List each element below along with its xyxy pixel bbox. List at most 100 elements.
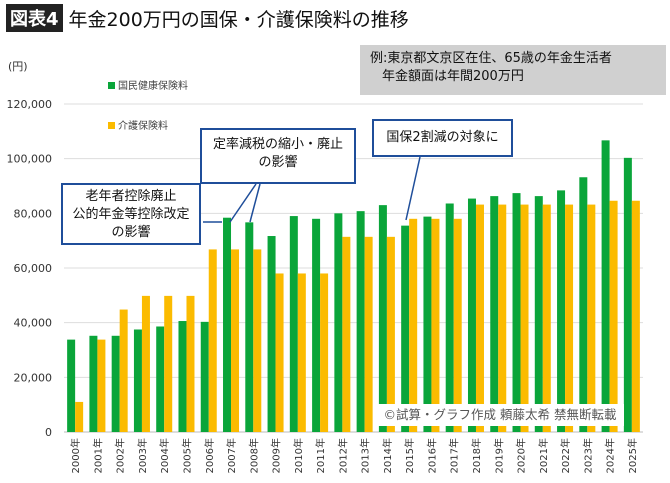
bar-kokuho [133, 329, 142, 432]
bar-kaigo [498, 204, 507, 432]
bar-kokuho [245, 222, 254, 432]
callout-text: の影響 [111, 225, 151, 240]
y-tick-label: 0 [45, 426, 52, 439]
bar-kaigo [542, 204, 551, 432]
title-text: 年金200万円の国保・介護保険料の推移 [68, 8, 409, 31]
leader-line [249, 183, 261, 223]
bar-kokuho [312, 218, 321, 432]
bar-kaigo [253, 249, 262, 432]
x-tick-label: 2005年 [180, 438, 193, 473]
legend-label: 国民健康保険料 [118, 79, 188, 92]
bar-kokuho [534, 196, 543, 432]
figure-title: 図表4 年金200万円の国保・介護保険料の推移 [6, 4, 409, 32]
bar-kaigo [342, 236, 351, 432]
x-tick-label: 2022年 [559, 438, 572, 473]
callout-text: 公的年金等控除改定 [72, 207, 190, 222]
bar-kokuho [623, 157, 632, 432]
bar-kokuho [178, 321, 187, 432]
y-tick-label: 80,000 [14, 207, 53, 220]
x-tick-label: 2004年 [158, 438, 171, 473]
bar-kaigo [386, 236, 395, 432]
legend-swatch [108, 82, 115, 89]
x-tick-label: 2024年 [604, 438, 617, 473]
bar-kokuho [67, 339, 76, 432]
bar-kaigo [164, 295, 173, 432]
bar-kokuho [423, 216, 432, 432]
x-tick-label: 2014年 [381, 438, 394, 473]
callout-text: 老年者控除廃止 [85, 189, 177, 204]
callout-text: 定率減税の縮小・廃止 [212, 137, 343, 152]
callout-text: の影響 [258, 155, 298, 170]
bar-kokuho [557, 190, 566, 432]
leader-line [229, 183, 257, 223]
bar-kaigo [141, 295, 150, 432]
x-tick-label: 2000年 [69, 438, 82, 473]
x-tick-label: 2021年 [537, 438, 550, 473]
bar-kaigo [565, 204, 574, 432]
note-line-2: 年金額面は年間200万円 [382, 69, 524, 84]
bar-kaigo [631, 200, 640, 432]
bar-kokuho [89, 335, 98, 432]
bar-kokuho [356, 211, 365, 432]
y-tick-label: 40,000 [14, 317, 53, 330]
bar-kokuho [601, 140, 610, 432]
x-tick-label: 2003年 [136, 438, 149, 473]
figure-badge: 図表4 [6, 4, 63, 32]
bar-kaigo [409, 218, 418, 432]
x-tick-label: 2017年 [448, 438, 461, 473]
x-tick-label: 2020年 [515, 438, 528, 473]
x-tick-label: 2011年 [314, 438, 327, 473]
bar-kaigo [97, 339, 106, 432]
copyright-notice: ©試算・グラフ作成 頼藤太希 禁無断転載 [376, 404, 624, 426]
bar-kaigo [186, 295, 195, 432]
y-axis-unit: (円) [8, 60, 28, 73]
bar-kaigo [75, 401, 84, 432]
y-tick-label: 60,000 [14, 262, 53, 275]
note-line-1: 例:東京都文京区在住、65歳の年金生活者 [370, 51, 612, 66]
example-note: 例:東京都文京区在住、65歳の年金生活者 年金額面は年間200万円 [360, 45, 666, 95]
x-tick-label: 2023年 [581, 438, 594, 473]
x-tick-label: 2001年 [91, 438, 104, 473]
bar-kaigo [453, 218, 462, 432]
x-tick-label: 2002年 [114, 438, 127, 473]
bar-kokuho [334, 213, 343, 432]
leader-line [405, 156, 421, 221]
x-tick-label: 2019年 [492, 438, 505, 473]
x-tick-label: 2012年 [336, 438, 349, 473]
bar-kaigo [520, 204, 529, 432]
x-tick-label: 2010年 [292, 438, 305, 473]
bar-kaigo [364, 236, 373, 432]
bar-kaigo [275, 273, 284, 432]
callout-fixed-rate-tax: 定率減税の縮小・廃止 の影響 [200, 128, 356, 184]
x-tick-label: 2013年 [359, 438, 372, 473]
bar-kokuho [467, 198, 476, 432]
x-tick-label: 2016年 [425, 438, 438, 473]
bar-kaigo [231, 249, 240, 432]
x-tick-label: 2025年 [626, 438, 639, 473]
bar-kaigo [475, 204, 484, 432]
bar-kaigo [208, 249, 217, 432]
x-tick-label: 2008年 [247, 438, 260, 473]
x-tick-label: 2018年 [470, 438, 483, 473]
x-tick-label: 2009年 [270, 438, 283, 473]
bar-kokuho [111, 335, 120, 432]
legend-swatch [108, 122, 115, 129]
y-tick-label: 100,000 [7, 153, 53, 166]
bar-kokuho [445, 203, 454, 432]
bar-kaigo [587, 204, 596, 432]
y-tick-label: 120,000 [7, 98, 53, 111]
bar-kokuho [289, 216, 298, 432]
bar-kokuho [512, 193, 521, 432]
bar-kokuho [267, 236, 276, 432]
callout-elderly-deduction: 老年者控除廃止 公的年金等控除改定 の影響 [61, 183, 201, 245]
y-tick-label: 20,000 [14, 371, 53, 384]
bar-kaigo [431, 218, 440, 432]
bar-kokuho [200, 321, 209, 432]
x-tick-label: 2015年 [403, 438, 416, 473]
bar-kokuho [579, 177, 588, 432]
callout-text: 国保2割減の対象に [386, 130, 499, 145]
bar-kaigo [119, 309, 128, 432]
bar-kokuho [156, 326, 165, 432]
